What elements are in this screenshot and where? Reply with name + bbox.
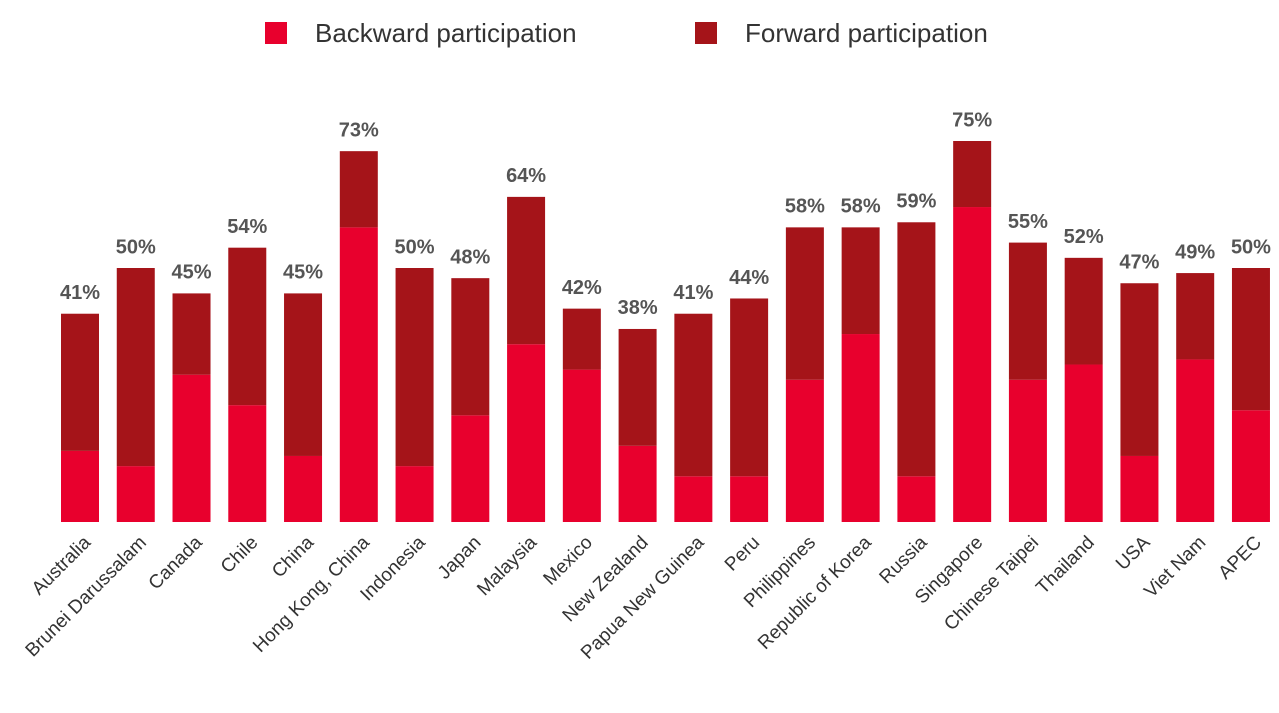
x-tick-label: Russia (876, 532, 932, 588)
total-label: 52% (1064, 226, 1104, 248)
total-label: 48% (450, 246, 490, 268)
x-tick-label: Malaysia (473, 532, 541, 600)
bar-segment (395, 268, 434, 467)
bar-segment (1008, 242, 1047, 380)
bar-segment (1064, 257, 1103, 365)
bar-segment (841, 227, 880, 335)
legend-swatch (265, 22, 287, 44)
bar-segment (172, 374, 211, 522)
bar-segment (618, 445, 657, 522)
bar-segment (674, 313, 713, 477)
bar-segment (61, 313, 99, 451)
legend-swatch (695, 22, 717, 44)
total-label: 50% (1231, 236, 1271, 258)
x-tick-label: Chile (217, 532, 262, 577)
total-label: 73% (339, 119, 379, 141)
total-label: 58% (841, 196, 881, 218)
total-label: 55% (1008, 211, 1048, 233)
bar-segment (953, 141, 992, 208)
x-tick-label: Peru (721, 532, 764, 575)
total-label: 54% (227, 216, 267, 238)
bar-segment (395, 466, 434, 522)
bar-segment (61, 450, 99, 522)
total-label: 50% (116, 236, 156, 258)
bar-segment (1120, 283, 1159, 456)
bar-segment (451, 278, 490, 416)
legend-label: Forward participation (745, 18, 988, 48)
bar-segment (1008, 379, 1047, 522)
bar-segment (228, 247, 267, 406)
bar-segment (284, 293, 323, 456)
bar-segment (674, 476, 713, 522)
bar-segment (897, 222, 936, 477)
bar-segment (618, 328, 657, 446)
bar-segment (116, 268, 155, 467)
bar-segment (116, 466, 155, 522)
x-tick-label: Canada (145, 532, 207, 594)
total-label: 49% (1175, 241, 1215, 263)
x-tick-label: USA (1112, 532, 1155, 575)
bar-segment (339, 227, 378, 523)
x-tick-label: Viet Nam (1140, 532, 1210, 602)
total-label: 42% (562, 277, 602, 299)
bar-segment (172, 293, 211, 375)
total-label: 45% (172, 262, 212, 284)
legend-label: Backward participation (315, 18, 577, 48)
bar-segment (451, 415, 490, 522)
bar-segment (953, 207, 992, 523)
total-label: 45% (283, 262, 323, 284)
x-tick-label: APEC (1215, 532, 1266, 583)
bar-segment (785, 379, 824, 522)
bar-segment (562, 369, 601, 522)
bar-segment (730, 476, 769, 522)
bar-segment (841, 334, 880, 522)
bar-segment (1120, 455, 1159, 522)
bar-segment (228, 405, 267, 522)
x-tick-label: China (268, 532, 318, 582)
bar-segment (1064, 364, 1103, 522)
bar-segment (897, 476, 936, 522)
total-label: 44% (729, 267, 769, 289)
bar-segment (339, 151, 378, 228)
bar-segment (284, 455, 323, 522)
bar-segment (562, 308, 601, 370)
bar-segment (1176, 359, 1215, 522)
bar-segment (1231, 268, 1270, 411)
bar-segment (507, 344, 546, 522)
total-label: 47% (1119, 252, 1159, 274)
x-tick-label: Thailand (1032, 532, 1098, 598)
bar-segment (507, 196, 546, 345)
total-label: 50% (395, 236, 435, 258)
total-label: 41% (673, 282, 713, 304)
bar-segment (785, 227, 824, 380)
total-label: 41% (60, 282, 100, 304)
bar-segment (1231, 410, 1270, 522)
bar-segment (1176, 273, 1215, 360)
x-tick-label: Japan (434, 532, 485, 583)
total-label: 38% (618, 297, 658, 319)
total-label: 58% (785, 196, 825, 218)
total-label: 59% (896, 191, 936, 213)
bar-segment (730, 298, 769, 477)
total-label: 64% (506, 165, 546, 187)
total-label: 75% (952, 109, 992, 131)
